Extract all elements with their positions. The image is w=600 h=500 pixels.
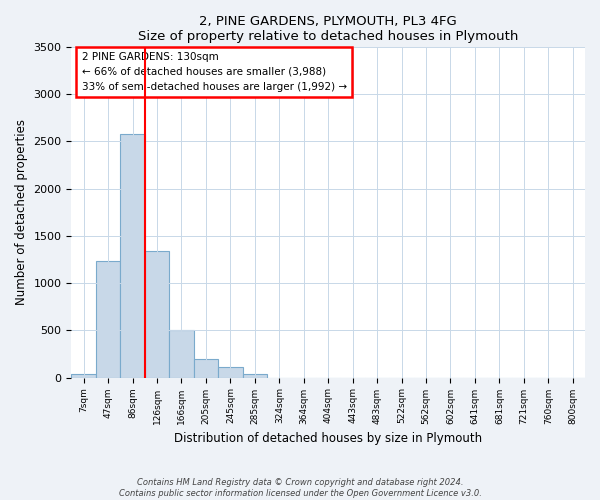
Bar (169, 330, 194, 378)
Bar (121, 134, 145, 378)
Text: 2 PINE GARDENS: 130sqm
← 66% of detached houses are smaller (3,988)
33% of semi-: 2 PINE GARDENS: 130sqm ← 66% of detached… (82, 52, 347, 92)
Bar (96, 262, 121, 378)
Bar (145, 251, 169, 378)
Title: 2, PINE GARDENS, PLYMOUTH, PL3 4FG
Size of property relative to detached houses : 2, PINE GARDENS, PLYMOUTH, PL3 4FG Size … (138, 15, 518, 43)
Bar (242, 374, 267, 378)
Y-axis label: Number of detached properties: Number of detached properties (15, 120, 28, 306)
Text: Contains HM Land Registry data © Crown copyright and database right 2024.
Contai: Contains HM Land Registry data © Crown c… (119, 478, 481, 498)
Bar (194, 358, 218, 378)
Bar (218, 367, 242, 378)
X-axis label: Distribution of detached houses by size in Plymouth: Distribution of detached houses by size … (174, 432, 482, 445)
Bar (71, 374, 96, 378)
